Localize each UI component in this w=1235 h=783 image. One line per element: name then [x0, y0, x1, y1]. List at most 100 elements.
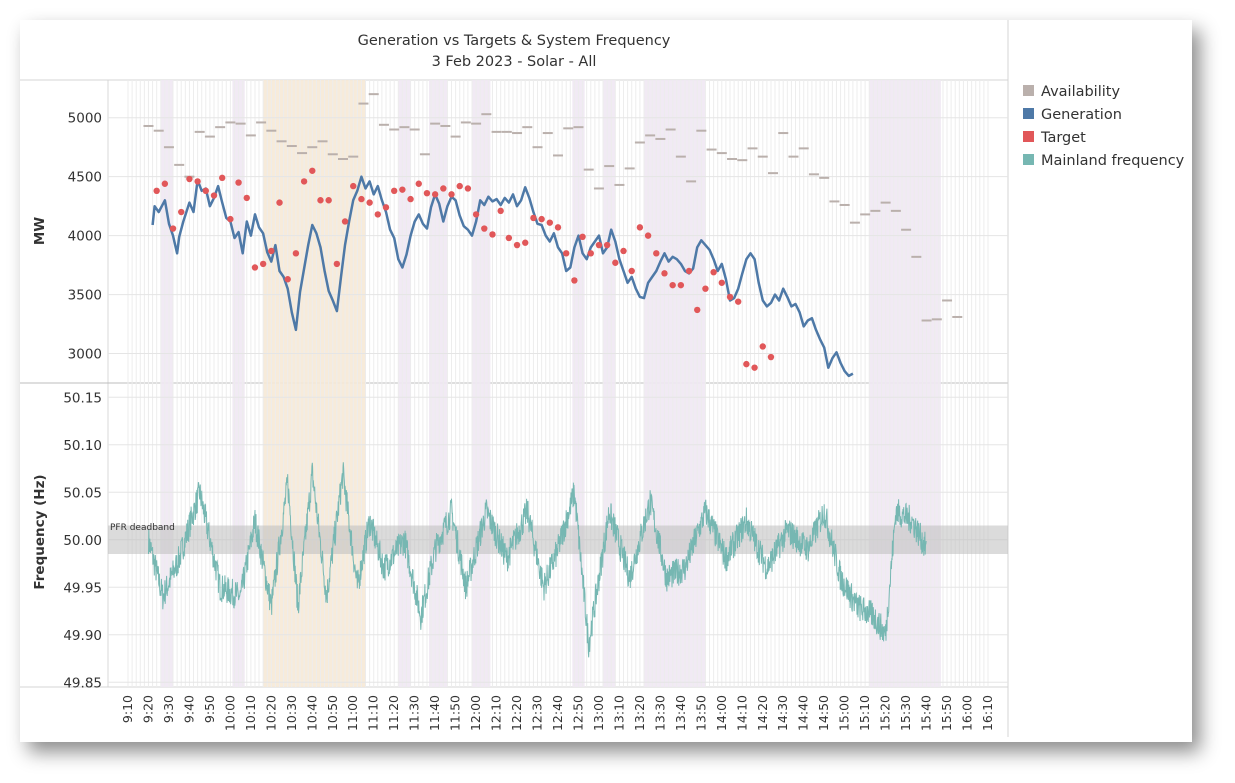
- target-point: [448, 191, 455, 198]
- chart-subtitle: 3 Feb 2023 - Solar - All: [432, 54, 597, 70]
- highlight-window: [263, 80, 366, 687]
- frequency-tick-label: 49.85: [63, 675, 102, 691]
- target-point: [407, 195, 414, 203]
- time-tick-label: 11:10: [366, 695, 381, 731]
- time-tick-label: 10:20: [263, 695, 278, 731]
- target-point: [235, 179, 242, 186]
- target-point: [481, 225, 488, 232]
- mw-tick-label: 4000: [68, 229, 102, 245]
- time-tick-label: 14:10: [734, 695, 749, 731]
- time-tick-label: 15:50: [939, 695, 954, 731]
- target-point: [579, 233, 586, 241]
- target-point: [538, 215, 545, 223]
- time-tick-label: 15:20: [878, 695, 893, 731]
- target-point: [546, 219, 554, 226]
- target-point: [562, 250, 570, 257]
- target-point: [317, 197, 324, 204]
- time-tick-label: 10:30: [284, 695, 299, 731]
- mainland-frequency-line: [148, 462, 927, 658]
- time-tick-label: 13:20: [632, 695, 647, 731]
- y-axis-title-bottom: Frequency (Hz): [32, 474, 48, 589]
- target-point: [644, 232, 652, 239]
- target-point: [677, 281, 685, 289]
- time-tick-label: 13:00: [591, 695, 606, 731]
- highlight-window: [429, 80, 448, 687]
- target-point: [276, 199, 283, 206]
- time-tick-label: 11:40: [427, 695, 442, 731]
- target-point: [300, 178, 308, 185]
- target-point: [186, 175, 193, 183]
- legend-label-availability: Availability: [1041, 84, 1120, 100]
- target-point: [178, 208, 185, 216]
- chart-svg: Generation vs Targets & System Frequency…: [20, 20, 1185, 737]
- time-tick-label: 9:50: [202, 695, 217, 723]
- frequency-tick-label: 50.00: [63, 533, 102, 549]
- time-tick-label: 14:30: [775, 695, 790, 731]
- legend: Availability Generation Target Mainland …: [1023, 84, 1185, 169]
- target-point: [669, 281, 676, 289]
- time-tick-label: 12:50: [570, 695, 585, 731]
- time-tick-label: 12:40: [550, 695, 565, 731]
- time-tick-label: 13:40: [673, 695, 688, 731]
- target-point: [341, 218, 349, 225]
- time-tick-label: 9:30: [161, 695, 176, 723]
- time-tick-label: 12:20: [509, 695, 524, 731]
- target-point: [743, 360, 750, 368]
- highlight-window: [869, 80, 941, 687]
- mw-tick-label: 3500: [68, 288, 102, 304]
- target-point: [440, 185, 447, 192]
- chart-card: Generation vs Targets & System Frequency…: [20, 20, 1192, 742]
- target-point: [218, 174, 226, 182]
- target-point: [702, 285, 709, 292]
- time-tick-label: 12:10: [489, 695, 504, 731]
- target-point: [734, 298, 742, 305]
- target-point: [325, 197, 332, 204]
- frequency-tick-label: 49.90: [63, 628, 102, 644]
- legend-swatch-availability: [1023, 85, 1034, 96]
- target-point: [612, 259, 619, 266]
- target-point: [382, 204, 390, 211]
- target-point: [431, 191, 439, 198]
- target-point: [489, 231, 496, 238]
- target-point: [472, 211, 480, 218]
- target-point: [292, 250, 300, 257]
- time-tick-label: 12:00: [468, 695, 483, 731]
- target-point: [169, 225, 177, 232]
- time-tick-label: 11:00: [345, 695, 360, 731]
- target-point: [653, 250, 660, 257]
- series-layer: [143, 93, 963, 658]
- target-point: [694, 306, 701, 314]
- legend-label-mainland-frequency: Mainland frequency: [1041, 153, 1185, 169]
- time-tick-label: 9:20: [140, 695, 155, 723]
- time-tick-label: 11:30: [407, 695, 422, 731]
- target-point: [210, 192, 218, 199]
- frequency-tick-label: 50.05: [63, 485, 102, 501]
- time-tick-label: 14:50: [816, 695, 831, 731]
- legend-swatch-mainland-frequency: [1023, 154, 1034, 165]
- target-point: [530, 214, 537, 222]
- time-tick-label: 13:30: [652, 695, 667, 731]
- target-point: [423, 189, 431, 197]
- target-point: [759, 343, 766, 350]
- time-tick-label: 16:10: [980, 695, 995, 731]
- target-point: [497, 207, 504, 215]
- target-point: [513, 241, 521, 249]
- time-tick-label: 15:40: [919, 695, 934, 731]
- target-point: [309, 167, 316, 174]
- time-tick-label: 15:00: [837, 695, 852, 731]
- time-tick-label: 14:20: [755, 695, 770, 731]
- time-tick-label: 10:50: [325, 695, 340, 731]
- mw-tick-label: 4500: [68, 170, 102, 186]
- mw-tick-label: 3000: [68, 347, 102, 363]
- target-point: [350, 182, 357, 190]
- target-point: [374, 211, 382, 218]
- time-tick-label: 13:10: [611, 695, 626, 731]
- target-point: [366, 199, 373, 206]
- target-point: [464, 185, 472, 192]
- target-point: [251, 264, 259, 271]
- highlight-window: [472, 80, 491, 687]
- target-point: [333, 260, 341, 268]
- frequency-tick-label: 50.10: [63, 438, 102, 454]
- mw-tick-label: 5000: [68, 111, 102, 127]
- target-point: [284, 276, 291, 283]
